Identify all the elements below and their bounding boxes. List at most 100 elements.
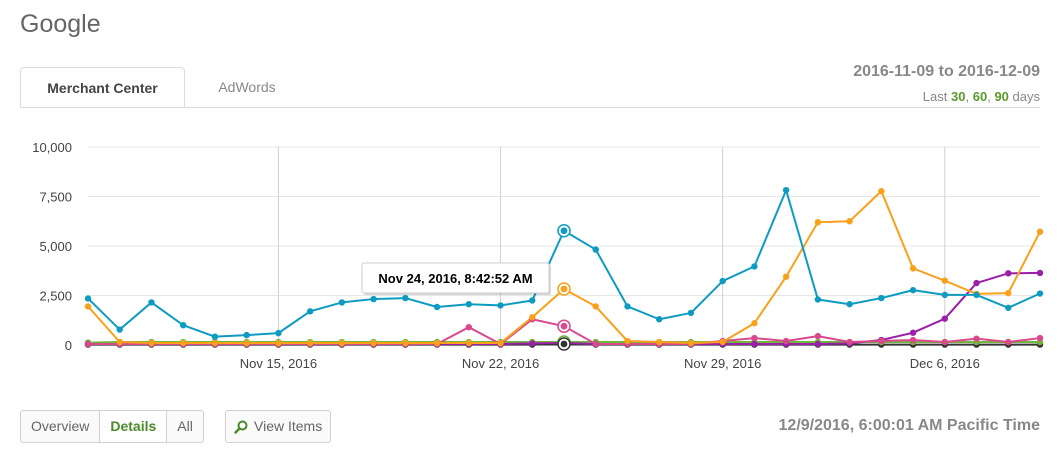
- data-point[interactable]: [180, 339, 187, 347]
- data-point[interactable]: [941, 291, 948, 299]
- data-point[interactable]: [687, 309, 695, 317]
- data-point[interactable]: [529, 297, 536, 304]
- data-point[interactable]: [909, 286, 917, 294]
- data-point[interactable]: [306, 308, 314, 315]
- data-point[interactable]: [84, 295, 92, 302]
- data-point[interactable]: [814, 340, 822, 348]
- data-point[interactable]: [751, 340, 758, 348]
- line-chart: 0 2,500 5,000 7,500 10,000 Nov 15, 2016 Nov 22…: [32, 140, 1044, 371]
- range-30-link[interactable]: 30: [951, 89, 966, 104]
- data-point[interactable]: [1036, 334, 1044, 342]
- data-point[interactable]: [814, 219, 822, 226]
- tab-merchant-center[interactable]: Merchant Center: [20, 67, 185, 107]
- view-items-button[interactable]: View Items: [225, 410, 332, 443]
- data-point[interactable]: [243, 339, 250, 347]
- overview-button[interactable]: Overview: [21, 411, 101, 442]
- data-point[interactable]: [719, 277, 726, 285]
- data-point[interactable]: [909, 329, 917, 336]
- data-point[interactable]: [497, 339, 504, 347]
- data-point[interactable]: [275, 339, 282, 347]
- data-point[interactable]: [211, 333, 219, 340]
- search-icon: [234, 420, 248, 434]
- data-point[interactable]: [338, 339, 346, 347]
- data-point[interactable]: [941, 277, 948, 284]
- data-point[interactable]: [497, 302, 504, 309]
- data-point[interactable]: [529, 340, 536, 347]
- data-point[interactable]: [592, 340, 599, 348]
- data-point[interactable]: [878, 187, 885, 195]
- data-point[interactable]: [1005, 289, 1012, 297]
- data-point[interactable]: [846, 301, 853, 308]
- data-point[interactable]: [84, 340, 92, 348]
- data-point[interactable]: [370, 295, 377, 303]
- data-point[interactable]: [433, 303, 441, 311]
- data-point[interactable]: [782, 186, 790, 194]
- data-point[interactable]: [814, 296, 822, 303]
- data-point[interactable]: [782, 273, 790, 280]
- tooltip: Nov 24, 2016, 8:42:52 AM: [361, 262, 551, 295]
- data-point[interactable]: [687, 339, 695, 347]
- data-point[interactable]: [941, 315, 948, 322]
- data-point[interactable]: [1005, 304, 1012, 311]
- data-point[interactable]: [180, 322, 187, 329]
- data-point[interactable]: [1005, 270, 1012, 277]
- data-point[interactable]: [846, 218, 853, 225]
- hover-point: [560, 340, 568, 348]
- data-point[interactable]: [592, 303, 599, 310]
- data-point[interactable]: [529, 314, 536, 321]
- data-point[interactable]: [656, 316, 663, 323]
- data-point[interactable]: [148, 339, 155, 347]
- all-button[interactable]: All: [177, 418, 193, 434]
- data-point[interactable]: [592, 246, 599, 253]
- data-point[interactable]: [878, 337, 885, 345]
- data-point[interactable]: [433, 339, 441, 347]
- range-90-link[interactable]: 90: [994, 89, 1009, 104]
- data-point[interactable]: [338, 299, 346, 306]
- x-tick-label: Dec 6, 2016: [910, 356, 980, 371]
- data-point[interactable]: [1005, 338, 1012, 346]
- data-point[interactable]: [148, 299, 155, 306]
- data-point[interactable]: [402, 339, 409, 347]
- data-point[interactable]: [751, 334, 758, 342]
- data-point[interactable]: [402, 294, 409, 302]
- page-title: Google: [20, 10, 101, 38]
- data-point[interactable]: [465, 339, 472, 347]
- data-point[interactable]: [243, 331, 250, 339]
- data-point[interactable]: [1036, 269, 1044, 277]
- data-point[interactable]: [306, 339, 314, 347]
- data-point[interactable]: [84, 303, 92, 310]
- data-point[interactable]: [624, 337, 631, 345]
- data-point[interactable]: [973, 279, 980, 287]
- y-tick-label: 2,500: [39, 289, 72, 304]
- data-point[interactable]: [909, 336, 917, 344]
- data-point[interactable]: [909, 265, 917, 272]
- data-point[interactable]: [116, 338, 123, 346]
- data-point[interactable]: [941, 338, 948, 346]
- data-point[interactable]: [116, 326, 123, 333]
- y-tick-label: 10,000: [32, 140, 72, 155]
- data-point[interactable]: [1036, 290, 1044, 297]
- data-point[interactable]: [814, 332, 822, 340]
- data-point[interactable]: [846, 338, 853, 346]
- x-tick-label: Nov 15, 2016: [240, 356, 317, 371]
- data-point[interactable]: [751, 263, 758, 270]
- data-point[interactable]: [719, 338, 726, 346]
- data-point[interactable]: [973, 335, 980, 342]
- data-point[interactable]: [211, 339, 219, 347]
- view-mode-group: Overview Details All: [20, 410, 204, 443]
- tab-adwords[interactable]: AdWords: [218, 79, 276, 95]
- data-point[interactable]: [973, 291, 980, 299]
- data-point[interactable]: [656, 338, 663, 346]
- data-point[interactable]: [275, 329, 282, 337]
- data-point[interactable]: [782, 337, 790, 345]
- y-tick-label: 5,000: [39, 239, 72, 254]
- data-point[interactable]: [465, 323, 472, 331]
- details-button[interactable]: Details: [100, 411, 168, 442]
- data-point[interactable]: [878, 294, 885, 302]
- data-point[interactable]: [751, 320, 758, 327]
- data-point[interactable]: [1036, 228, 1044, 235]
- data-point[interactable]: [624, 303, 631, 310]
- data-point[interactable]: [465, 301, 472, 308]
- range-60-link[interactable]: 60: [972, 89, 988, 104]
- data-point[interactable]: [370, 339, 377, 347]
